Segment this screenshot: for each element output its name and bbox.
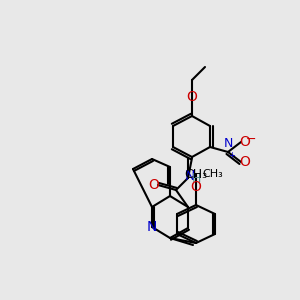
Text: N: N	[223, 137, 233, 150]
Text: CH₃: CH₃	[202, 169, 223, 179]
Text: N: N	[185, 169, 195, 183]
Text: −: −	[246, 133, 256, 146]
Text: H: H	[191, 172, 201, 185]
Text: O: O	[187, 90, 197, 104]
Text: O: O	[240, 135, 250, 149]
Text: CH₃: CH₃	[184, 167, 208, 181]
Text: +: +	[229, 151, 236, 160]
Text: O: O	[190, 180, 201, 194]
Text: N: N	[147, 220, 157, 234]
Text: O: O	[240, 155, 250, 169]
Text: O: O	[148, 178, 159, 192]
